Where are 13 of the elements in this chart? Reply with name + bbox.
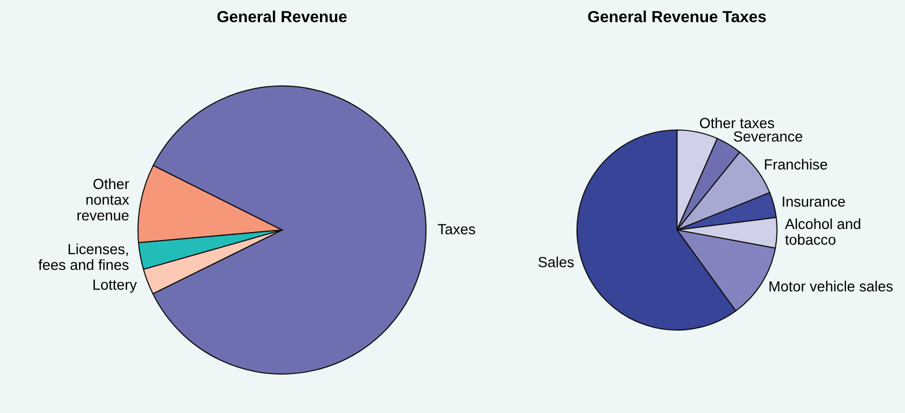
slice-label: Motor vehicle sales	[770, 280, 893, 292]
chart-title: General Revenue	[217, 10, 347, 22]
slice-label: Sales	[538, 256, 574, 268]
slice-label: Other nontax revenue	[77, 178, 130, 221]
slice-label: Licenses, fees and fines	[38, 244, 129, 270]
slice-label: Lottery	[94, 280, 137, 293]
slice-label: Other taxes	[700, 118, 774, 128]
slice-label: Insurance	[782, 196, 845, 207]
slice-label: Franchise	[764, 158, 828, 170]
slice-label: Alcohol and tobacco	[784, 218, 860, 245]
slice-label: Taxes	[438, 224, 476, 234]
slice-label: Severance	[734, 131, 802, 142]
chart-title: General Revenue Taxes	[588, 10, 766, 22]
